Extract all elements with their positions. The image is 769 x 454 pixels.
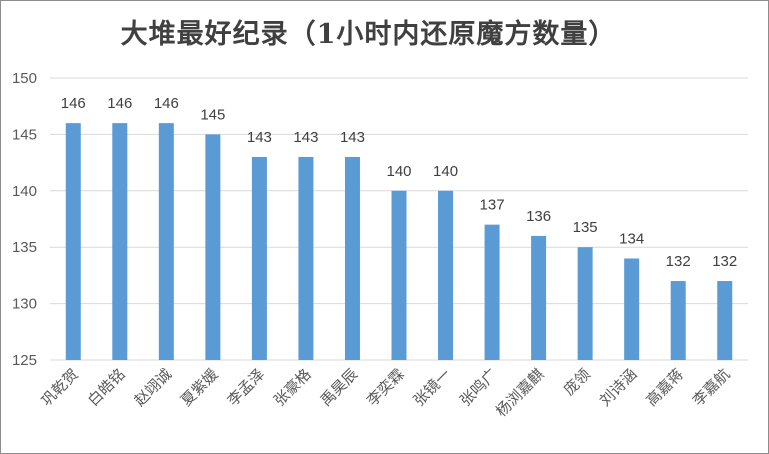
data-label: 146 — [154, 95, 179, 112]
category-label: 张豪格 — [270, 365, 315, 410]
data-label: 146 — [61, 95, 86, 112]
bar-2 — [158, 123, 174, 361]
bar-11 — [577, 247, 593, 360]
category-label: 白皓铭 — [84, 365, 129, 410]
category-label: 禹昊辰 — [317, 365, 362, 410]
category-label: 张鸣广 — [456, 365, 501, 410]
data-label: 145 — [200, 106, 225, 123]
y-tick-label: 140 — [12, 183, 37, 200]
bar-12 — [624, 258, 640, 360]
data-label: 135 — [573, 219, 598, 236]
bar-7 — [391, 190, 407, 360]
category-label: 李嘉航 — [689, 365, 734, 410]
bar-3 — [205, 134, 221, 360]
data-label: 134 — [619, 230, 644, 247]
category-label: 张镜一 — [410, 365, 455, 410]
category-label: 庞领 — [560, 365, 594, 399]
chart-title: 大堆最好纪录（1小时内还原魔方数量） — [120, 19, 617, 50]
data-label: 143 — [293, 129, 318, 146]
y-tick-label: 135 — [12, 239, 37, 256]
bar-9 — [484, 224, 500, 360]
bar-0 — [65, 123, 81, 361]
y-tick-label: 150 — [12, 70, 37, 87]
data-label: 137 — [480, 197, 505, 214]
data-label: 136 — [526, 208, 551, 225]
data-label: 140 — [433, 163, 458, 180]
category-label: 李孟泽 — [224, 365, 269, 410]
data-label: 140 — [386, 163, 411, 180]
category-label: 赵翊诚 — [131, 365, 176, 410]
y-tick-label: 145 — [12, 126, 37, 143]
bar-5 — [298, 156, 314, 360]
bar-6 — [344, 156, 360, 360]
bar-14 — [717, 281, 733, 360]
y-tick-label: 130 — [12, 296, 37, 313]
data-label: 132 — [712, 253, 737, 270]
y-tick-label: 125 — [12, 352, 37, 369]
bar-1 — [112, 123, 128, 361]
data-label: 132 — [666, 253, 691, 270]
data-label: 143 — [340, 129, 365, 146]
bar-13 — [670, 281, 686, 360]
data-label: 143 — [247, 129, 272, 146]
bar-10 — [531, 235, 547, 360]
category-label: 夏紫媛 — [177, 365, 222, 410]
category-label: 李奕霖 — [363, 365, 408, 410]
bar-8 — [438, 190, 454, 360]
bar-4 — [251, 156, 267, 360]
category-label: 杨浏嘉麒 — [492, 365, 547, 420]
category-label: 巩乾贺 — [38, 365, 83, 410]
data-label: 146 — [107, 95, 132, 112]
category-label: 刘诗涵 — [596, 365, 641, 410]
category-label: 高嘉蒋 — [642, 365, 687, 410]
